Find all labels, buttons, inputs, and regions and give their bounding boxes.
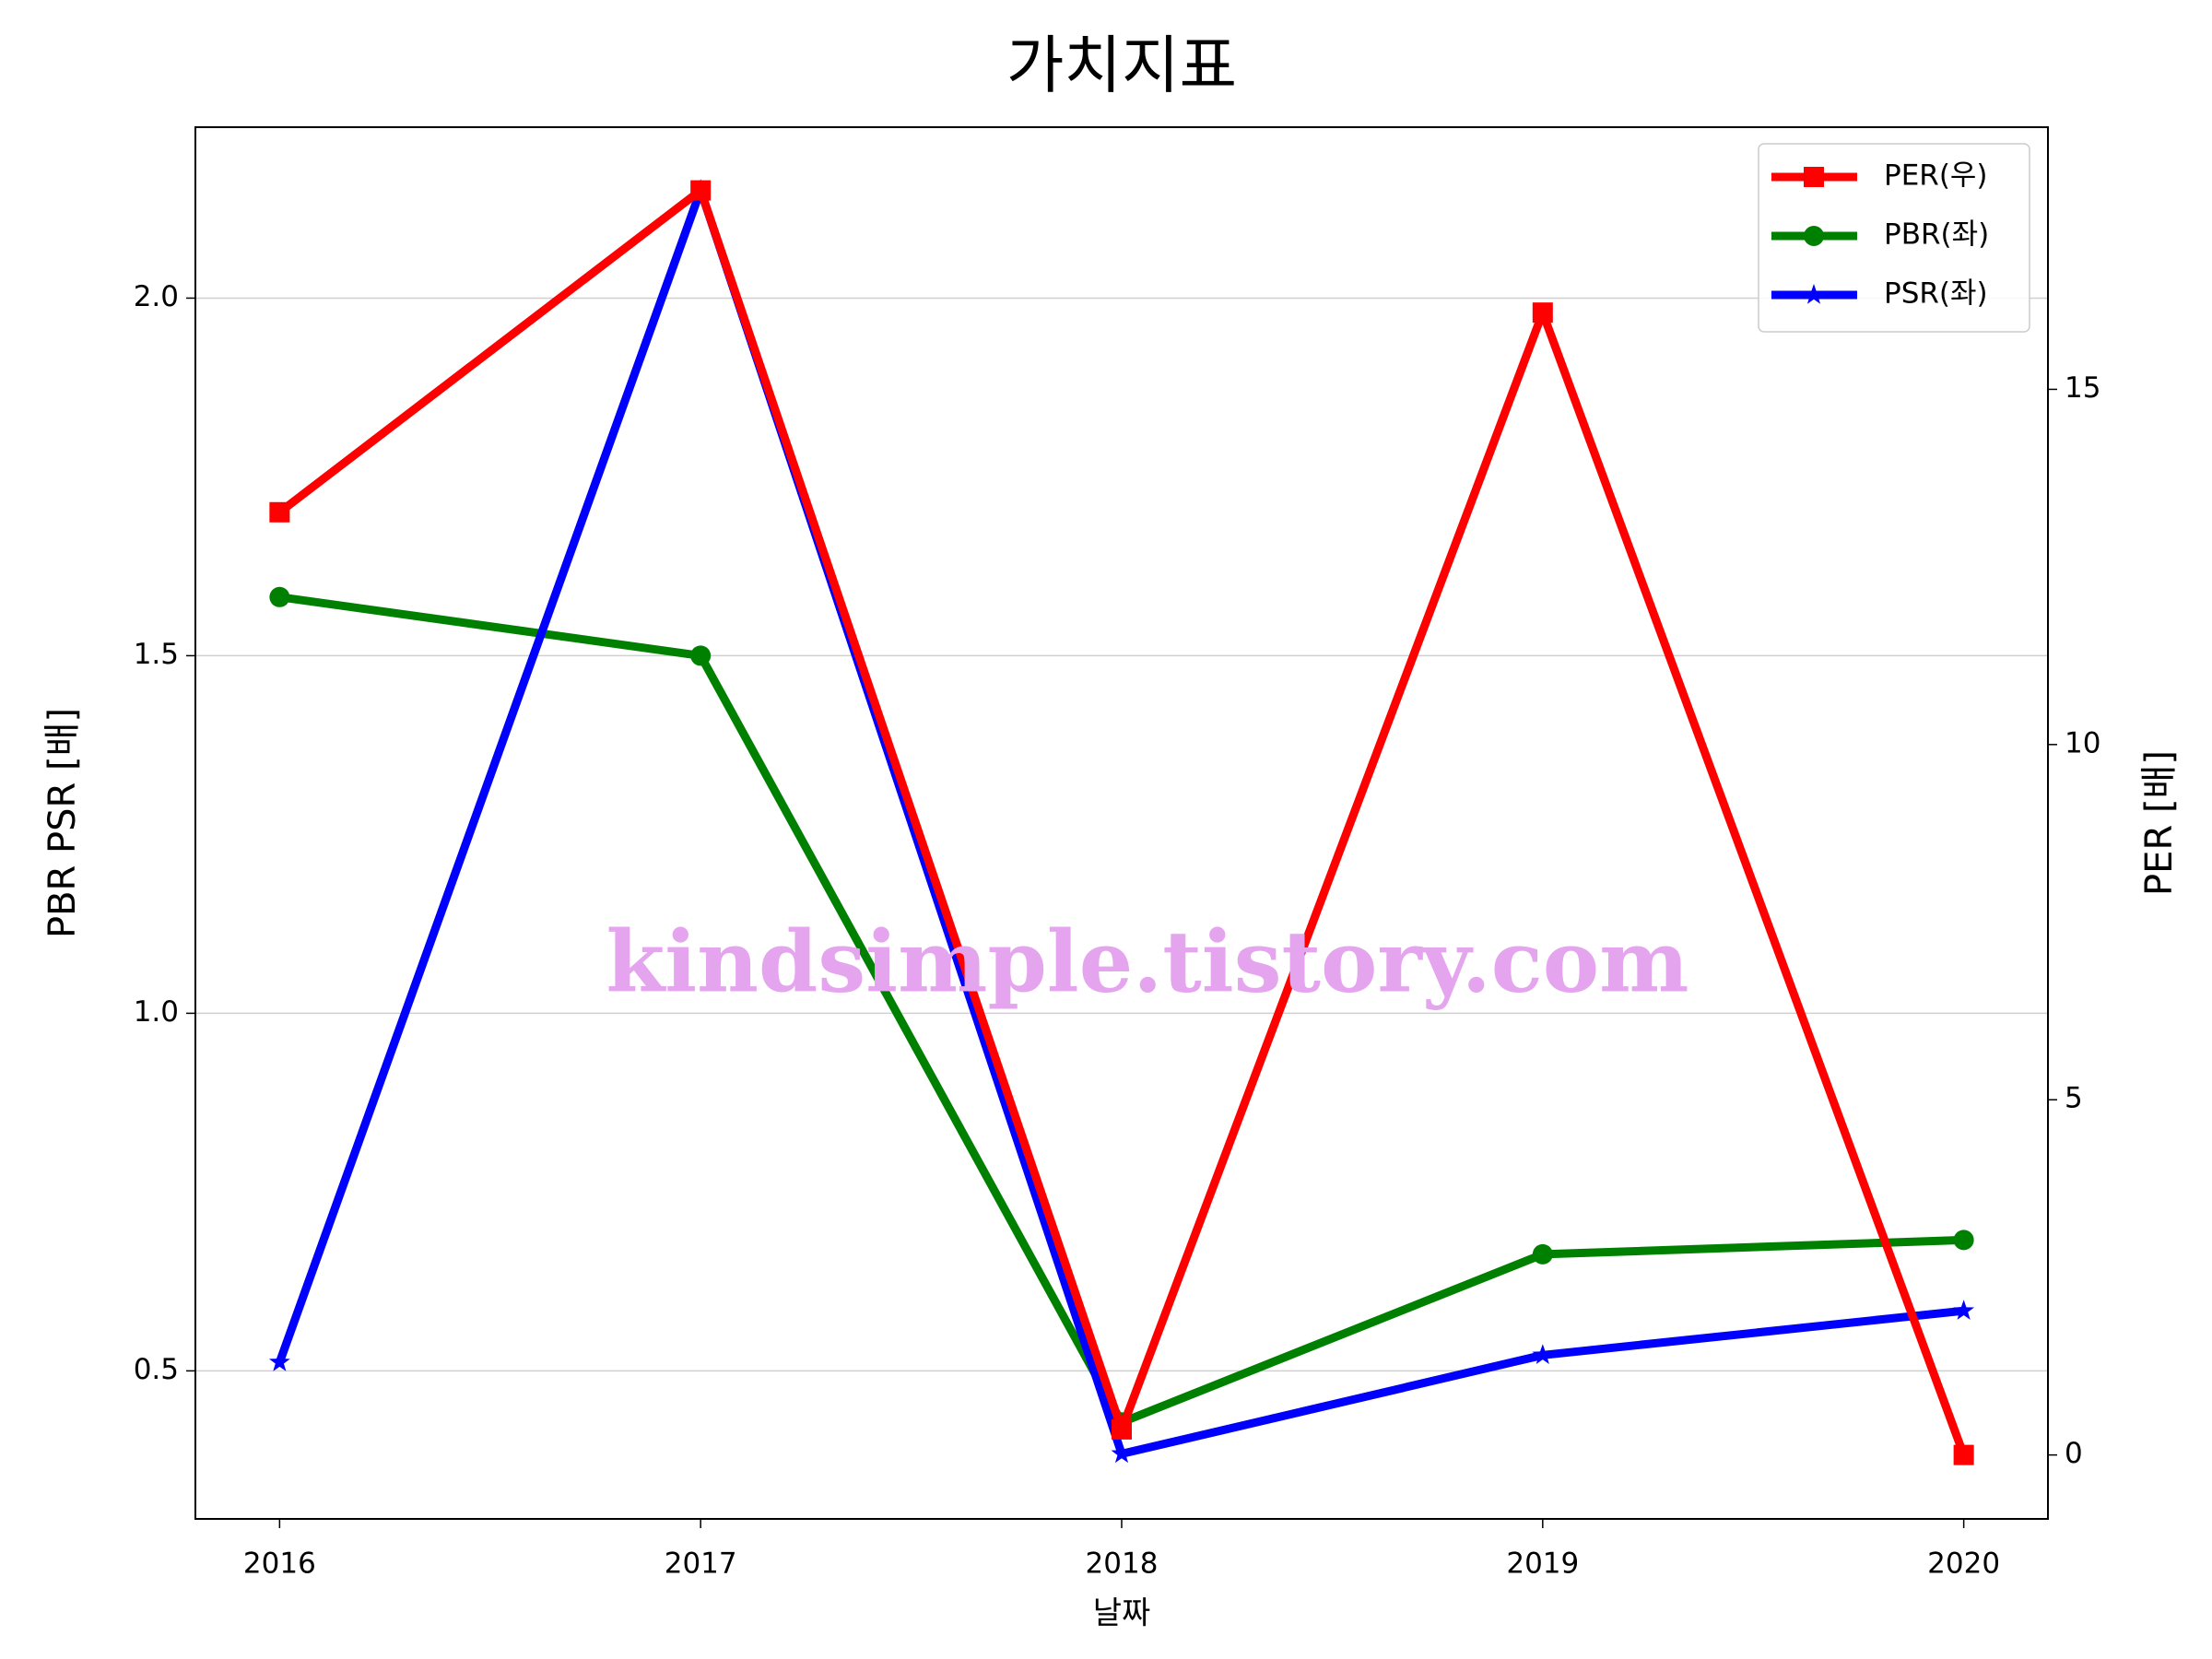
watermark: kindsimple.tistory.com <box>606 912 1688 1012</box>
x-tick-label: 2018 <box>1086 1547 1159 1581</box>
marker <box>1532 302 1553 324</box>
marker <box>1953 1230 1974 1251</box>
chart-title: 가치지표 <box>1006 30 1237 103</box>
marker <box>1803 284 1825 304</box>
marker <box>269 501 290 523</box>
marker <box>1111 1442 1133 1464</box>
y-axis-label: PBR PSR [배] <box>41 708 84 938</box>
y2-tick-label: 15 <box>2065 371 2100 405</box>
marker <box>1804 226 1824 246</box>
legend: PER(우) PBR(좌) PSR(좌) <box>1758 143 2030 333</box>
legend-label: PER(우) <box>1884 159 1988 193</box>
y-tick-label: 1.0 <box>134 995 179 1029</box>
marker <box>1532 1344 1554 1365</box>
legend-label: PSR(좌) <box>1884 277 1988 311</box>
marker <box>690 180 712 201</box>
legend-label: PBR(좌) <box>1884 218 1989 252</box>
x-axis-label: 날짜 <box>1093 1595 1151 1632</box>
y-tick-label: 2.0 <box>134 280 179 313</box>
marker <box>690 645 712 666</box>
y2-tick-label: 5 <box>2065 1082 2083 1115</box>
plot-frame <box>194 126 2049 1520</box>
marker <box>1953 1444 1974 1465</box>
y-tick-label: 1.5 <box>134 638 179 671</box>
y2-tick-label: 0 <box>2065 1437 2083 1470</box>
y2-tick-label: 10 <box>2065 726 2100 759</box>
x-tick-label: 2020 <box>1927 1547 2000 1581</box>
x-tick-label: 2017 <box>665 1547 737 1581</box>
y2-axis-label: PER [배] <box>2138 750 2181 896</box>
x-tick-label: 2019 <box>1506 1547 1579 1581</box>
legend-box <box>1758 143 2030 333</box>
marker <box>1532 1243 1553 1265</box>
marker <box>269 586 290 607</box>
y-tick-label: 0.5 <box>134 1353 179 1386</box>
marker <box>1953 1300 1975 1320</box>
marker <box>1112 1418 1132 1440</box>
marker <box>1804 167 1824 187</box>
x-tick-label: 2016 <box>243 1547 316 1581</box>
marker <box>268 1351 290 1371</box>
